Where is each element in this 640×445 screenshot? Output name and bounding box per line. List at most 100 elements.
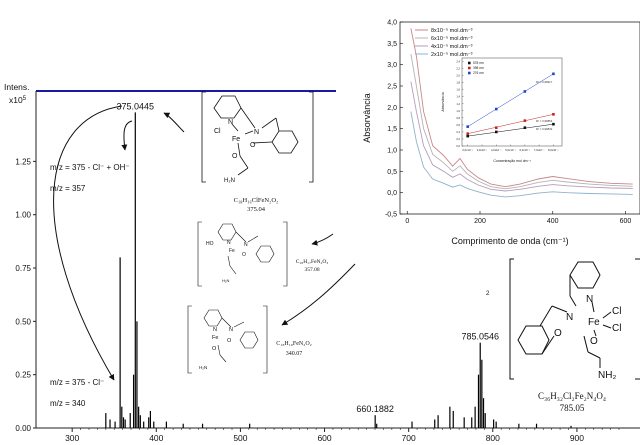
structure-357-atom-fe: Fe (229, 248, 235, 254)
uvvis-y-tick-label: 2,0 (387, 105, 397, 112)
structure-785-formula: C₃₆H₃₂Cl₂Fe₂N₄O₄ (538, 391, 606, 401)
structure-785-bond (551, 305, 568, 313)
structure-357-mass: 357.08 (304, 267, 319, 273)
structure-375-atom-fe: Fe (232, 136, 240, 143)
calibration-x-ticks: 2,0x10⁻⁵ 3,0x10⁻⁵ 4,0x10⁻⁵ 5,0x10⁻⁵ 6,0x10⁻⁵… (462, 144, 559, 152)
structure-357-bracket-right (283, 221, 288, 287)
ms-x-tick-label: 400 (149, 433, 163, 443)
ms-y-tick-label: 1.25 (15, 157, 31, 166)
annotation-loss-cl: m/z = 375 - Cl⁻ (50, 378, 104, 387)
calibration-y-ticks: 0,0 0,2 0,4 0,6 0,8 1,0 1,2 1,4 1,6 1,8 2,0 2,2 2,4 (456, 60, 464, 148)
structure-357-pyridine-ring (217, 223, 237, 241)
structure-785-bond (602, 324, 612, 329)
structure-785-bond (587, 351, 601, 359)
calibration-legend-label: 398 nm (473, 66, 484, 70)
structure-785-bracket-left (509, 258, 514, 380)
structure-357-atom-ho: HO (206, 241, 214, 247)
structure-357-atom-n-am: N (244, 242, 248, 248)
structure-375-atom-o1: O (250, 142, 256, 149)
ms-x-ticks: 300 400 500 600 700 800 900 (65, 428, 620, 443)
uvvis-x-tick-label: 0 (405, 218, 409, 225)
structure-375: N N Cl Fe O O H₂N C₁₈H₁₆ClFeN₂O₂ 375.04 (201, 91, 314, 213)
ms-peak-label: 785.0546 (461, 332, 499, 342)
uvvis-y-tick-label: 0,0 (387, 190, 397, 197)
calibration-point (552, 113, 555, 116)
arrow-375-to-357 (121, 120, 133, 151)
structure-375-bond (237, 142, 241, 157)
structure-357-atom-o1: O (242, 252, 246, 258)
calibration-x-tick-label: 4,0x10⁻⁵ (491, 148, 502, 152)
structure-375-bond (237, 167, 249, 176)
structure-340-atom-o1: O (227, 338, 232, 344)
calibration-point (523, 119, 527, 122)
structure-785-bracket-right (635, 258, 640, 380)
structure-340-formula: C₁₈H₁₆FeN₂O₂ (276, 341, 312, 347)
structure-375-formula: C₁₈H₁₆ClFeN₂O₂ (234, 197, 279, 204)
uvvis-series-line (410, 81, 633, 192)
structure-357-bond (229, 265, 237, 275)
arrow-to-structure-2 (311, 233, 334, 246)
structure-357-bracket-left (197, 221, 202, 287)
structure-785-mass: 785.05 (560, 403, 585, 413)
structure-375-pyridine-ring (213, 95, 242, 119)
uvvis-legend-label: 2x10⁻⁵ mol.dm⁻³ (431, 51, 473, 58)
calibration-point (552, 72, 555, 76)
ms-y-exponent: x105 (9, 95, 27, 105)
structure-357-bond (227, 255, 231, 267)
uvvis-series-line (410, 111, 633, 198)
calibration-y-tick-label: 0,2 (456, 137, 460, 141)
calibration-legend-marker (468, 66, 471, 70)
uvvis-legend-label: 8x10⁻⁵ mol.dm⁻³ (431, 27, 473, 34)
uvvis-x-tick-label: 400 (547, 218, 559, 225)
ms-y-tick-label: 0.25 (15, 371, 31, 380)
ms-y-ticks: 0.00 0.25 0.50 0.75 1.00 1.25 (15, 157, 36, 433)
structure-357-bond (247, 235, 259, 243)
structure-375-bond (244, 130, 254, 135)
calibration-x-tick-label: 7,0x10⁻⁵ (534, 148, 545, 152)
structure-375-bond (275, 117, 280, 132)
ms-peak-label: 375.0445 (117, 101, 155, 111)
structure-785-atom-fe: Fe (588, 317, 600, 328)
calibration-y-tick-label: 0,8 (456, 116, 460, 120)
uvvis-x-tick-label: 600 (620, 218, 632, 225)
arrow-to-structure-3 (281, 263, 356, 326)
calibration-x-tick-label: 5,0x10⁻⁵ (505, 148, 516, 152)
structure-340-atom-n-am: N (229, 327, 233, 333)
calibration-y-tick-label: 1,6 (456, 88, 460, 92)
structure-340-bond (221, 317, 232, 328)
structure-375-bond (239, 155, 249, 169)
structure-785: 2 N N Fe Cl Cl O O NH₂ C₃₆H₃₂Cl₂Fe₂N₄O₄ … (486, 252, 640, 413)
structure-340-atom-n-py: N (213, 327, 217, 333)
uvvis-y-tick-label: 4,0 (387, 20, 397, 27)
structure-375-benzene-ring (271, 130, 299, 154)
calibration-inset: 0,00,20,40,60,81,01,21,41,61,82,02,22,4 … (441, 57, 563, 163)
structure-785-atom-nh2: NH₂ (598, 370, 616, 381)
structure-357-bond (235, 231, 247, 243)
annotation-340: m/z = 340 (50, 399, 86, 408)
structure-785-pyridine-ring (569, 261, 601, 289)
structure-785-bond (602, 311, 612, 319)
structure-375-atom-n-py: N (228, 119, 233, 126)
structure-785-charge-label: 2 (486, 291, 490, 297)
structure-375-atom-o2: O (232, 153, 238, 160)
calibration-legend-marker (468, 61, 471, 65)
uvvis-y-tick-label: 3,5 (387, 41, 397, 48)
structure-375-bond (231, 123, 239, 132)
structure-375-bracket-left (201, 91, 206, 183)
calibration-y-tick-label: 1,8 (456, 81, 460, 85)
ms-x-tick-label: 600 (317, 433, 331, 443)
uvvis-series-line (410, 28, 633, 188)
arrow-to-structure-1 (163, 112, 185, 133)
calibration-x-tick-label: 3,0x10⁻⁵ (477, 148, 488, 152)
calibration-legend-label: 578 nm (473, 61, 484, 65)
ms-y-tick-label: 0.75 (15, 264, 31, 273)
structure-340-pyridine-ring (203, 309, 223, 327)
ms-x-tick-label: 800 (486, 433, 500, 443)
calibration-point (466, 125, 470, 128)
structure-340-bond (219, 354, 227, 363)
structure-357-atom-nh2: H₂N (222, 278, 229, 283)
ms-y-label: Intens. (4, 82, 30, 92)
structure-375-bracket-right (309, 91, 314, 183)
structure-340-bond (217, 344, 221, 356)
